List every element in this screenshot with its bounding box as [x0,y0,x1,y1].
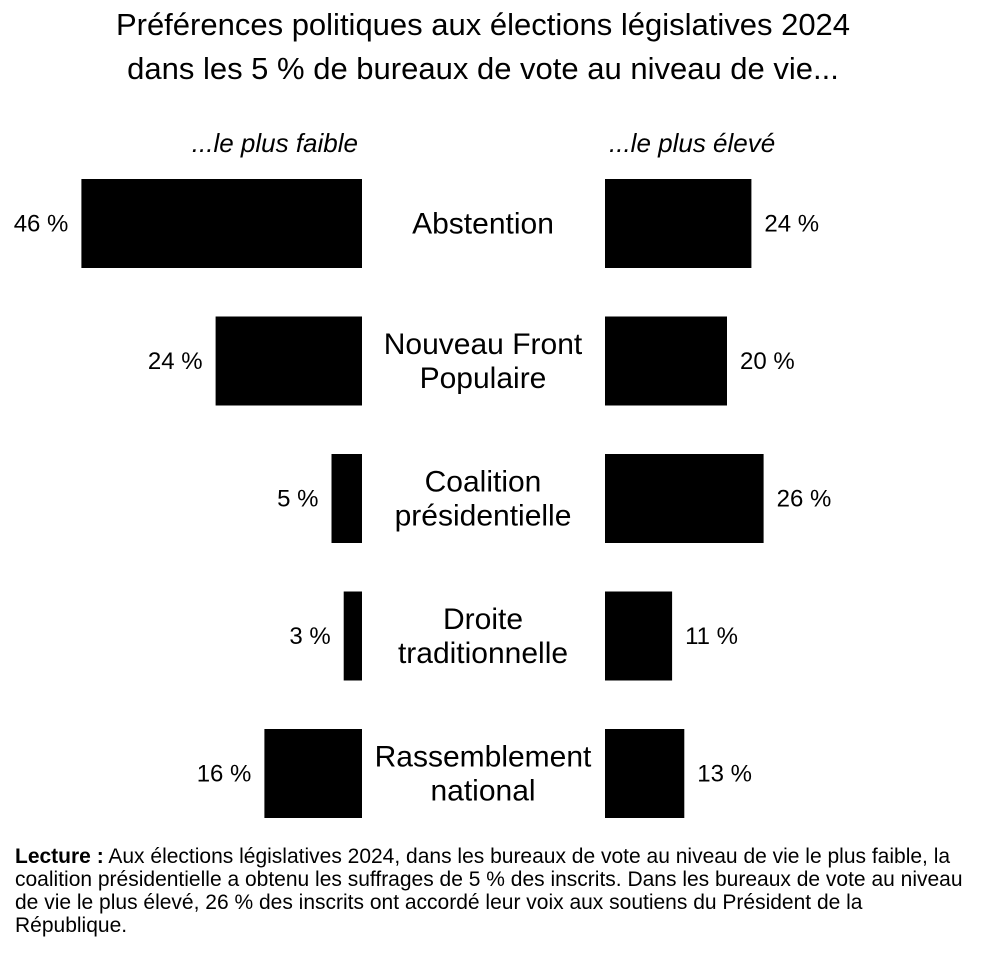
bar-high-1 [605,316,727,406]
bar-high-3 [605,591,673,681]
value-label-low-3: 3 % [289,623,330,650]
value-label-high-3: 11 % [685,623,738,650]
bar-high-0 [605,179,752,268]
bar-low-4 [264,729,362,818]
bar-low-2 [331,454,362,543]
category-label-4: Rassemblement national [375,741,592,808]
reading-note-text: Aux élections législatives 2024, dans le… [15,845,963,937]
value-label-high-1: 20 % [740,348,795,375]
category-label-0: Abstention [412,208,554,241]
chart-title: Préférences politiques aux élections lég… [116,7,850,42]
value-label-low-2: 5 % [277,486,318,513]
reading-note: Lecture : Aux élections législatives 202… [15,845,980,937]
bar-high-2 [605,454,764,543]
value-label-low-4: 16 % [197,761,252,788]
value-label-low-1: 24 % [148,348,203,375]
category-label-2: Coalition présidentielle [395,466,572,533]
reading-note-lead: Lecture : [15,845,104,868]
bar-low-1 [215,316,362,406]
category-label-3: Droite traditionnelle [398,603,568,670]
series-label-high: ...le plus élevé [609,128,775,158]
butterfly-chart: Préférences politiques aux élections lég… [14,7,850,818]
bar-high-4 [605,729,685,818]
value-label-high-2: 26 % [777,486,832,513]
value-label-low-0: 46 % [14,211,69,238]
bar-low-0 [81,179,363,268]
value-label-high-4: 13 % [697,761,752,788]
chart-subtitle: dans les 5 % de bureaux de vote au nivea… [127,51,839,86]
series-label-low: ...le plus faible [192,128,358,158]
bar-low-3 [343,591,362,681]
category-label-1: Nouveau Front Populaire [384,328,583,395]
value-label-high-0: 24 % [764,211,819,238]
